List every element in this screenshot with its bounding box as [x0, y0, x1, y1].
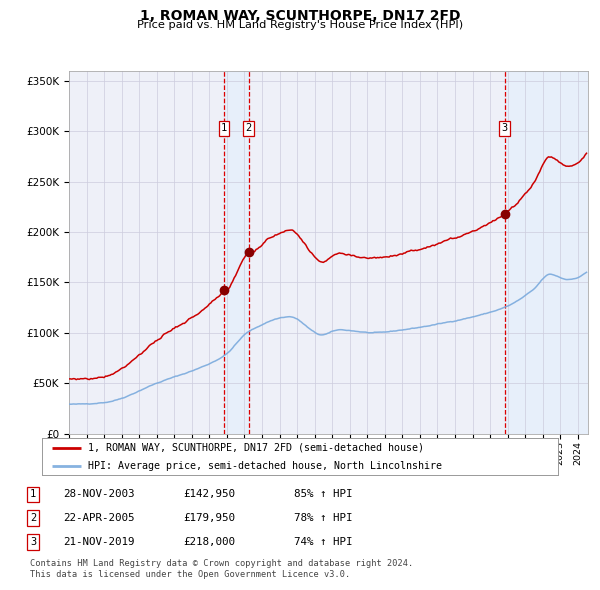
- Text: 1: 1: [30, 490, 36, 499]
- Text: Contains HM Land Registry data © Crown copyright and database right 2024.: Contains HM Land Registry data © Crown c…: [30, 559, 413, 568]
- Text: 2: 2: [245, 123, 252, 133]
- Bar: [224, 71, 249, 434]
- Text: 1, ROMAN WAY, SCUNTHORPE, DN17 2FD (semi-detached house): 1, ROMAN WAY, SCUNTHORPE, DN17 2FD (semi…: [88, 442, 424, 453]
- Text: 1, ROMAN WAY, SCUNTHORPE, DN17 2FD: 1, ROMAN WAY, SCUNTHORPE, DN17 2FD: [140, 9, 460, 24]
- Text: 78% ↑ HPI: 78% ↑ HPI: [294, 513, 353, 523]
- Text: 22-APR-2005: 22-APR-2005: [63, 513, 134, 523]
- Text: 3: 3: [30, 537, 36, 546]
- Text: £142,950: £142,950: [183, 490, 235, 499]
- Text: 21-NOV-2019: 21-NOV-2019: [63, 537, 134, 546]
- Text: 74% ↑ HPI: 74% ↑ HPI: [294, 537, 353, 546]
- Text: HPI: Average price, semi-detached house, North Lincolnshire: HPI: Average price, semi-detached house,…: [88, 461, 442, 471]
- Text: 28-NOV-2003: 28-NOV-2003: [63, 490, 134, 499]
- Text: This data is licensed under the Open Government Licence v3.0.: This data is licensed under the Open Gov…: [30, 571, 350, 579]
- Bar: [505, 71, 588, 434]
- Text: £218,000: £218,000: [183, 537, 235, 546]
- Text: 3: 3: [502, 123, 508, 133]
- Text: Price paid vs. HM Land Registry's House Price Index (HPI): Price paid vs. HM Land Registry's House …: [137, 20, 463, 30]
- Text: £179,950: £179,950: [183, 513, 235, 523]
- Text: 2: 2: [30, 513, 36, 523]
- Text: 85% ↑ HPI: 85% ↑ HPI: [294, 490, 353, 499]
- Text: 1: 1: [221, 123, 227, 133]
